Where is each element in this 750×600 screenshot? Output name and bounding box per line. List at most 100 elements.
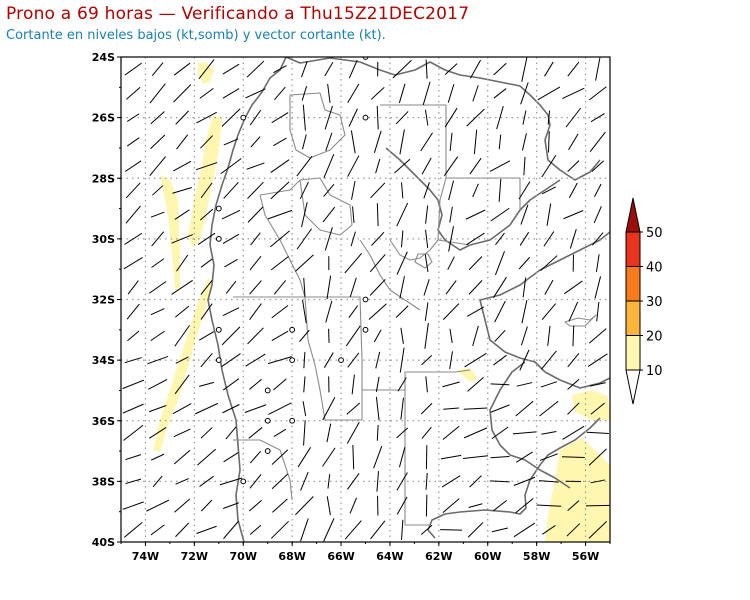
shear-vector (369, 279, 386, 296)
province-line-12 (359, 239, 421, 311)
shear-vector (394, 158, 411, 174)
shear-vector (567, 61, 580, 77)
shear-vector (493, 88, 507, 99)
colorbar-bottom-arrow (625, 369, 641, 405)
coast-rio-plata (489, 361, 571, 489)
station-marker (338, 357, 344, 364)
shear-vector (423, 279, 430, 296)
shear-vector (302, 401, 307, 417)
x-tick-label: 56W (572, 550, 599, 563)
shear-vector (491, 527, 509, 533)
shear-vector (123, 256, 143, 270)
shear-vector (221, 353, 241, 368)
shear-vector (246, 60, 265, 78)
shear-vector (322, 447, 336, 467)
axis-ticks (117, 56, 611, 546)
shear-vector (172, 187, 192, 194)
station-marker (240, 478, 247, 485)
colorbar-label: 10 (646, 364, 663, 379)
shear-vector (442, 425, 460, 440)
shear-vector (348, 305, 359, 318)
shear-vector (125, 478, 142, 485)
shear-vector (303, 376, 306, 393)
shear-vector (245, 88, 266, 99)
shear-vector (447, 256, 455, 270)
shear-vector (449, 206, 453, 223)
shear-vector (567, 160, 580, 172)
shear-vector (324, 227, 333, 251)
shear-vector (174, 374, 190, 395)
shear-vector (396, 496, 408, 515)
shear-vector (301, 61, 308, 78)
shear-vector (199, 88, 214, 99)
shear-vector (273, 280, 287, 295)
shear-vector (440, 454, 462, 460)
shear-vector (221, 326, 241, 346)
shear-vector (147, 355, 169, 365)
shear-vector (443, 156, 459, 176)
shear-vector (173, 62, 191, 76)
x-tick-label: 64W (376, 550, 403, 563)
shear-vector (122, 403, 144, 414)
shear-vector (220, 158, 242, 175)
shear-vector (126, 113, 140, 122)
shear-vector (150, 524, 165, 536)
shear-vector (249, 524, 262, 535)
shear-vector (347, 83, 360, 103)
shear-vector (400, 397, 404, 420)
y-tick-label: 24S (92, 51, 115, 64)
shear-vector (448, 180, 455, 201)
shear-vector (200, 135, 214, 149)
shear-vector (322, 206, 336, 223)
shear-vector (399, 347, 405, 373)
station-marker (362, 296, 369, 303)
shear-vector (302, 104, 306, 131)
shear-vector (146, 499, 170, 512)
shear-vector (196, 111, 217, 124)
shear-vector (498, 134, 502, 150)
shear-vector (327, 83, 331, 103)
shear-vector (303, 352, 306, 369)
shear-vector (327, 474, 331, 489)
shear-vector (521, 57, 528, 82)
shear-vector (300, 518, 309, 542)
province-line-14 (564, 314, 597, 327)
station-marker (289, 326, 296, 333)
shear-vector (221, 108, 241, 127)
shear-vector (472, 85, 479, 102)
shear-vector (515, 451, 533, 463)
shear-vector (247, 181, 264, 199)
shear-vector (493, 354, 507, 366)
shear-vector (349, 497, 357, 514)
shear-vector (197, 448, 217, 466)
shear-vector (442, 498, 460, 514)
shear-vector (375, 158, 381, 174)
shear-vector (294, 254, 314, 272)
shear-vector (249, 303, 262, 320)
shear-vector (249, 109, 262, 126)
shear-vector (248, 499, 262, 512)
shear-vector (447, 84, 455, 103)
shear-vector (565, 107, 582, 128)
shear-vector (149, 281, 167, 294)
shear-vector (174, 325, 190, 347)
shear-vector (420, 402, 433, 415)
station-markers (215, 57, 369, 485)
colorbar-segment (625, 300, 641, 336)
shear-vector (325, 132, 333, 152)
shear-vector (302, 134, 307, 150)
shear-vector (352, 206, 355, 223)
shear-vector (490, 207, 510, 222)
shear-vector (519, 349, 530, 371)
x-tick-label: 68W (278, 550, 305, 563)
shear-vector (420, 524, 433, 535)
shear-vector (172, 403, 192, 415)
shear-vector (588, 520, 607, 539)
shear-vector (350, 231, 356, 247)
shear-vector (398, 446, 406, 468)
shear-vector (199, 381, 215, 387)
shear-vector (352, 444, 355, 470)
shear-vector (346, 402, 361, 415)
shear-vector (152, 185, 164, 196)
shear-shading (153, 62, 610, 542)
